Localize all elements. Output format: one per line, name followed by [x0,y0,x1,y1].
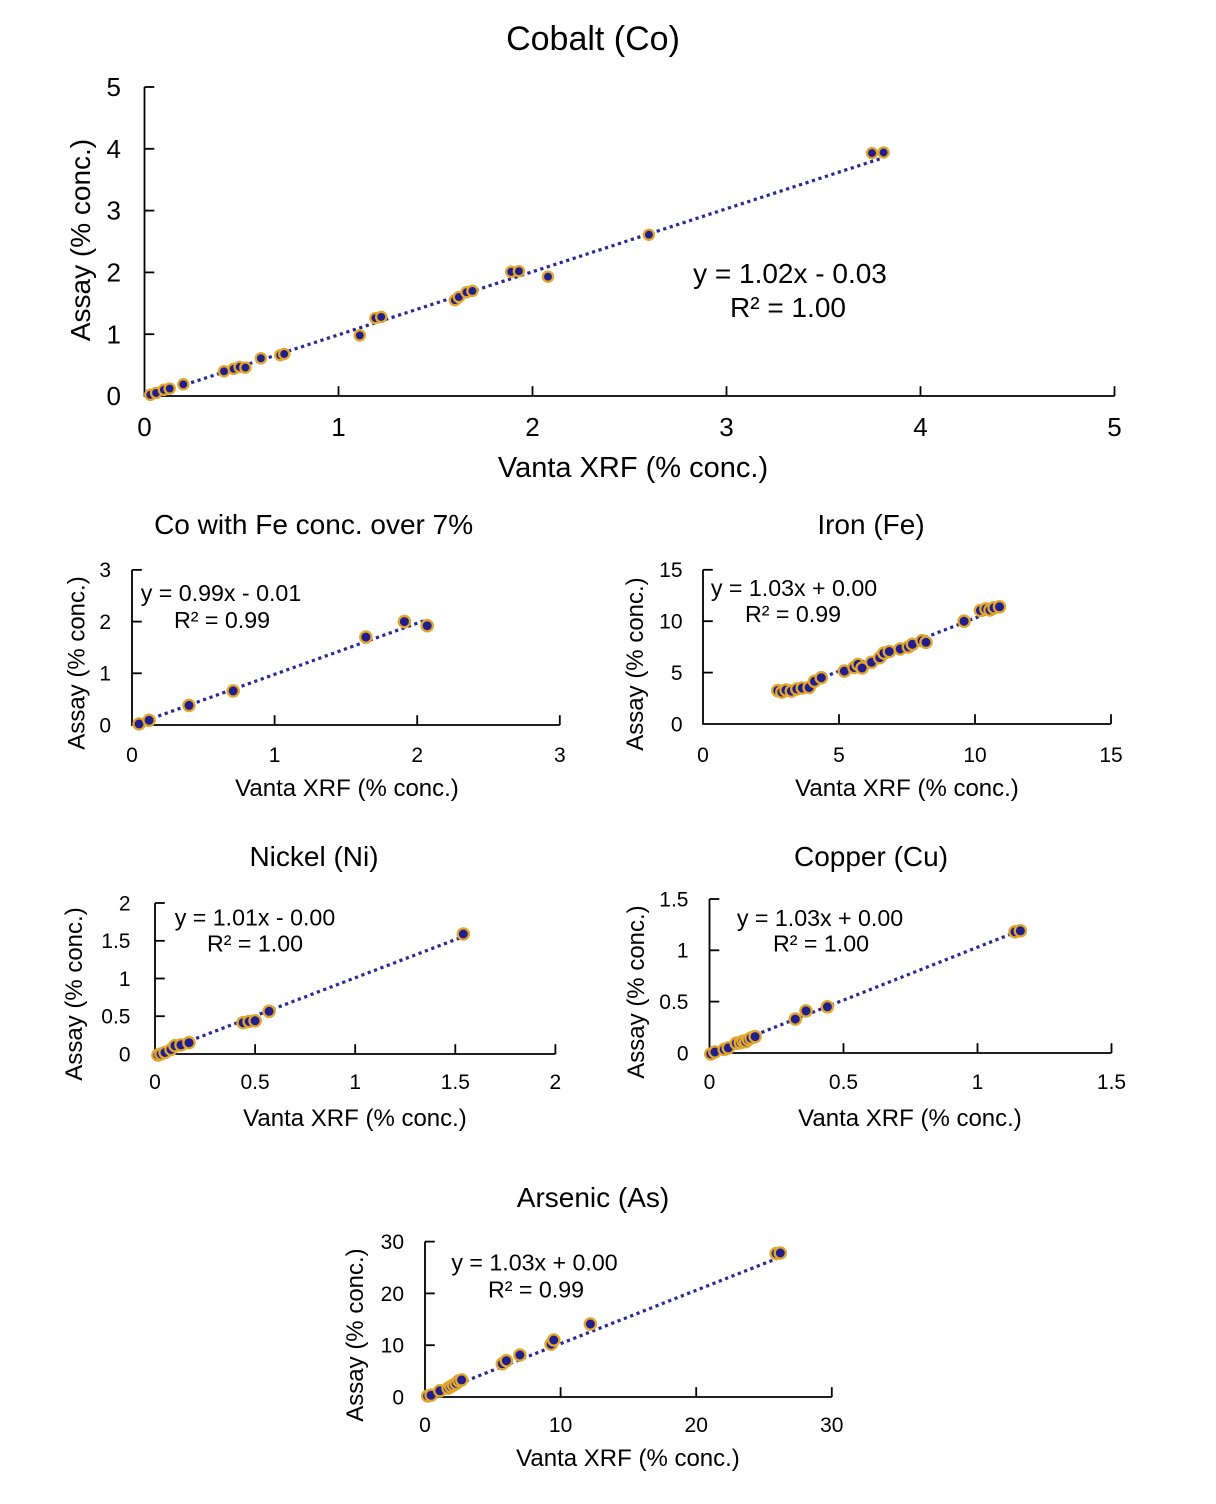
svg-text:5: 5 [107,72,121,102]
svg-text:3: 3 [719,412,733,442]
svg-text:Vanta XRF (% conc.): Vanta XRF (% conc.) [498,452,768,484]
svg-text:R² = 0.99: R² = 0.99 [488,1277,584,1303]
svg-text:1: 1 [119,968,131,991]
svg-text:4: 4 [913,412,927,442]
svg-text:2: 2 [99,611,111,634]
svg-text:Assay (% conc.): Assay (% conc.) [623,905,650,1078]
svg-text:Assay (% conc.): Assay (% conc.) [64,576,91,749]
svg-text:0.5: 0.5 [240,1071,269,1094]
svg-text:0: 0 [419,1414,431,1437]
svg-text:20: 20 [381,1283,404,1306]
svg-text:1: 1 [349,1071,361,1094]
svg-text:10: 10 [659,611,682,634]
svg-text:Vanta XRF (% conc.): Vanta XRF (% conc.) [798,1105,1022,1132]
svg-text:R² = 0.99: R² = 0.99 [745,601,841,627]
svg-text:1.5: 1.5 [441,1071,470,1094]
svg-text:y = 1.03x + 0.00: y = 1.03x + 0.00 [711,575,877,601]
svg-text:0: 0 [99,714,111,737]
svg-text:0.5: 0.5 [101,1006,130,1029]
svg-text:15: 15 [659,559,682,582]
svg-text:Assay (% conc.): Assay (% conc.) [622,577,649,750]
svg-text:2: 2 [550,1071,562,1094]
svg-text:3: 3 [107,196,121,226]
svg-text:Iron (Fe): Iron (Fe) [817,509,924,540]
svg-text:0: 0 [126,744,138,767]
svg-text:y = 1.02x - 0.03: y = 1.02x - 0.03 [693,258,887,289]
svg-text:Vanta XRF (% conc.): Vanta XRF (% conc.) [235,775,459,802]
svg-text:10: 10 [963,744,986,767]
svg-text:10: 10 [381,1335,404,1358]
svg-text:3: 3 [99,559,111,582]
svg-text:2: 2 [107,258,121,288]
svg-text:y = 1.03x + 0.00: y = 1.03x + 0.00 [451,1250,617,1276]
svg-text:R² = 1.00: R² = 1.00 [730,292,846,323]
svg-text:1.5: 1.5 [101,930,130,953]
svg-text:R² = 1.00: R² = 1.00 [773,931,869,957]
svg-text:1: 1 [107,319,121,349]
svg-text:0.5: 0.5 [829,1071,858,1094]
svg-text:2: 2 [525,412,539,442]
svg-text:Arsenic (As): Arsenic (As) [517,1182,669,1213]
svg-text:1: 1 [677,940,689,963]
svg-text:Co with Fe conc. over 7%: Co with Fe conc. over 7% [154,509,473,540]
svg-text:0: 0 [137,412,151,442]
svg-text:Vanta XRF (% conc.): Vanta XRF (% conc.) [243,1105,467,1132]
svg-text:1.5: 1.5 [1097,1071,1126,1094]
svg-text:Assay (% conc.): Assay (% conc.) [65,139,96,341]
svg-text:20: 20 [685,1414,708,1437]
svg-text:R² = 1.00: R² = 1.00 [207,931,303,957]
svg-text:0: 0 [697,744,709,767]
svg-text:Vanta XRF (% conc.): Vanta XRF (% conc.) [516,1445,740,1472]
svg-text:4: 4 [107,134,121,164]
svg-text:0: 0 [671,713,683,736]
svg-text:15: 15 [1099,744,1122,767]
svg-text:0: 0 [392,1386,404,1409]
svg-text:2: 2 [119,892,131,915]
svg-text:Assay (% conc.): Assay (% conc.) [342,1248,369,1421]
svg-text:Copper (Cu): Copper (Cu) [794,841,948,872]
svg-text:5: 5 [833,744,845,767]
svg-text:1.5: 1.5 [659,888,688,911]
svg-text:0: 0 [704,1071,716,1094]
svg-text:1: 1 [99,663,111,686]
svg-text:1: 1 [331,412,345,442]
svg-text:5: 5 [1107,412,1121,442]
svg-text:1: 1 [269,744,281,767]
svg-text:0: 0 [107,381,121,411]
svg-text:1: 1 [972,1071,984,1094]
svg-text:y = 1.01x - 0.00: y = 1.01x - 0.00 [175,905,335,931]
svg-text:0: 0 [149,1071,161,1094]
svg-text:10: 10 [549,1414,572,1437]
svg-text:0.5: 0.5 [659,991,688,1014]
svg-text:Vanta XRF (% conc.): Vanta XRF (% conc.) [795,775,1019,802]
svg-text:R² = 0.99: R² = 0.99 [174,607,270,633]
svg-text:2: 2 [411,744,423,767]
svg-text:Nickel (Ni): Nickel (Ni) [249,841,378,872]
svg-text:Assay (% conc.): Assay (% conc.) [61,907,88,1080]
svg-text:30: 30 [381,1231,404,1254]
svg-text:0: 0 [677,1042,689,1065]
svg-text:0: 0 [119,1043,131,1066]
svg-text:Cobalt (Co): Cobalt (Co) [506,20,680,58]
svg-text:5: 5 [671,662,683,685]
svg-text:y = 0.99x - 0.01: y = 0.99x - 0.01 [141,580,301,606]
svg-text:30: 30 [820,1414,843,1437]
svg-text:3: 3 [554,744,566,767]
svg-text:y = 1.03x + 0.00: y = 1.03x + 0.00 [737,905,903,931]
